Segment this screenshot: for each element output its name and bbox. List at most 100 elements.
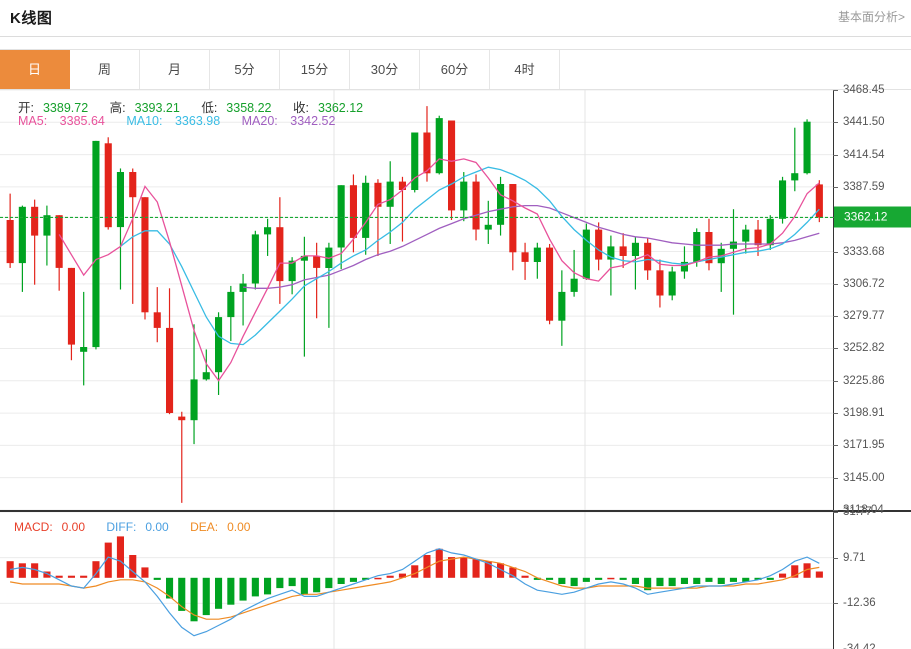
- candle[interactable]: [631, 236, 639, 290]
- macd-value: 0.00: [61, 520, 86, 534]
- candle[interactable]: [43, 205, 51, 266]
- tab-日[interactable]: 日: [0, 50, 70, 89]
- macd-plot[interactable]: [0, 512, 911, 649]
- candle[interactable]: [497, 176, 505, 236]
- candle[interactable]: [815, 180, 823, 223]
- candle[interactable]: [166, 288, 174, 415]
- candle[interactable]: [276, 197, 284, 304]
- tab-5分[interactable]: 5分: [210, 50, 280, 89]
- tab-周[interactable]: 周: [70, 50, 140, 89]
- macd-histogram-bar: [67, 575, 75, 578]
- candle-body: [227, 291, 235, 318]
- candle[interactable]: [472, 174, 480, 241]
- candle-body: [276, 227, 284, 282]
- tab-15分[interactable]: 15分: [280, 50, 350, 89]
- candlestick-plot[interactable]: [0, 90, 911, 510]
- price-tick-mark: [833, 348, 838, 350]
- candle[interactable]: [18, 205, 26, 292]
- candle[interactable]: [729, 209, 737, 315]
- fundamental-analysis-link[interactable]: 基本面分析>: [837, 10, 905, 24]
- y-axis-labels: 3468.45 3441.50 3414.54 3387.59 3333.68 3306.…: [833, 84, 911, 649]
- candle[interactable]: [300, 236, 308, 357]
- candle[interactable]: [791, 127, 799, 192]
- candle-body: [80, 347, 88, 352]
- candle-body: [141, 197, 149, 313]
- candle[interactable]: [178, 411, 186, 503]
- tab-30分[interactable]: 30分: [350, 50, 420, 89]
- candle[interactable]: [190, 324, 198, 445]
- low-label: 低:: [201, 101, 218, 115]
- candle[interactable]: [717, 242, 725, 292]
- candle[interactable]: [202, 349, 210, 381]
- candle[interactable]: [435, 115, 443, 175]
- candle[interactable]: [80, 291, 88, 386]
- candle[interactable]: [116, 168, 124, 290]
- candle[interactable]: [533, 242, 541, 279]
- macd-histogram-bar: [337, 577, 345, 584]
- candle[interactable]: [6, 193, 14, 268]
- macd-histogram-bar: [313, 577, 321, 593]
- candle[interactable]: [484, 200, 492, 244]
- candle-body: [558, 291, 566, 321]
- candle-body: [497, 184, 505, 225]
- candle[interactable]: [239, 273, 247, 326]
- candle[interactable]: [215, 312, 223, 395]
- tab-60分[interactable]: 60分: [420, 50, 490, 89]
- candle[interactable]: [349, 174, 357, 253]
- macd-histogram-bar: [202, 577, 210, 616]
- candle[interactable]: [595, 222, 603, 271]
- dea-value: 0.00: [227, 520, 251, 534]
- candle[interactable]: [521, 242, 529, 280]
- candle[interactable]: [448, 120, 456, 220]
- candle[interactable]: [337, 185, 345, 270]
- candle[interactable]: [680, 246, 688, 279]
- diff-label: DIFF:: [106, 520, 137, 534]
- candle[interactable]: [227, 285, 235, 342]
- price-tick-label: 3441.50: [843, 116, 885, 129]
- ma10-label: MA10:: [126, 114, 163, 128]
- price-panel[interactable]: 开: 3389.72 高: 3393.21 低: 3358.22 收: 3362.12 …: [0, 90, 911, 510]
- macd-histogram-bar: [362, 577, 370, 580]
- price-tick-mark: [833, 283, 838, 285]
- candle[interactable]: [55, 215, 63, 291]
- candle[interactable]: [546, 243, 554, 325]
- candle-body: [411, 132, 419, 190]
- candle[interactable]: [423, 106, 431, 182]
- page-header: K线图 基本面分析>: [0, 0, 911, 37]
- macd-panel[interactable]: [0, 512, 911, 649]
- tab-4时[interactable]: 4时: [490, 50, 560, 89]
- candle[interactable]: [558, 270, 566, 346]
- candle[interactable]: [67, 267, 75, 361]
- macd-histogram-bar: [55, 575, 63, 578]
- candle[interactable]: [693, 228, 701, 267]
- candle[interactable]: [325, 242, 333, 328]
- candle[interactable]: [460, 172, 468, 222]
- candle[interactable]: [92, 140, 100, 350]
- candle[interactable]: [803, 119, 811, 175]
- candle[interactable]: [398, 176, 406, 242]
- candle[interactable]: [386, 161, 394, 244]
- candle[interactable]: [251, 230, 259, 290]
- price-tick-mark: [833, 445, 838, 447]
- candle[interactable]: [509, 184, 517, 271]
- candle[interactable]: [668, 266, 676, 301]
- candle[interactable]: [607, 235, 615, 296]
- candle[interactable]: [619, 233, 627, 268]
- candle[interactable]: [264, 218, 272, 256]
- macd-histogram-bar: [104, 542, 112, 578]
- macd-tick-label: -34.42: [843, 643, 876, 649]
- macd-histogram-bar: [680, 577, 688, 584]
- macd-histogram-bar: [190, 577, 198, 622]
- candle[interactable]: [779, 176, 787, 224]
- candle[interactable]: [411, 132, 419, 193]
- candle[interactable]: [362, 175, 370, 255]
- candle[interactable]: [31, 199, 39, 285]
- candle-body: [43, 215, 51, 236]
- candle[interactable]: [656, 259, 664, 308]
- candle[interactable]: [153, 287, 161, 343]
- tab-月[interactable]: 月: [140, 50, 210, 89]
- candle[interactable]: [104, 137, 112, 230]
- candle[interactable]: [582, 223, 590, 280]
- candle[interactable]: [141, 197, 149, 320]
- candle[interactable]: [754, 219, 762, 256]
